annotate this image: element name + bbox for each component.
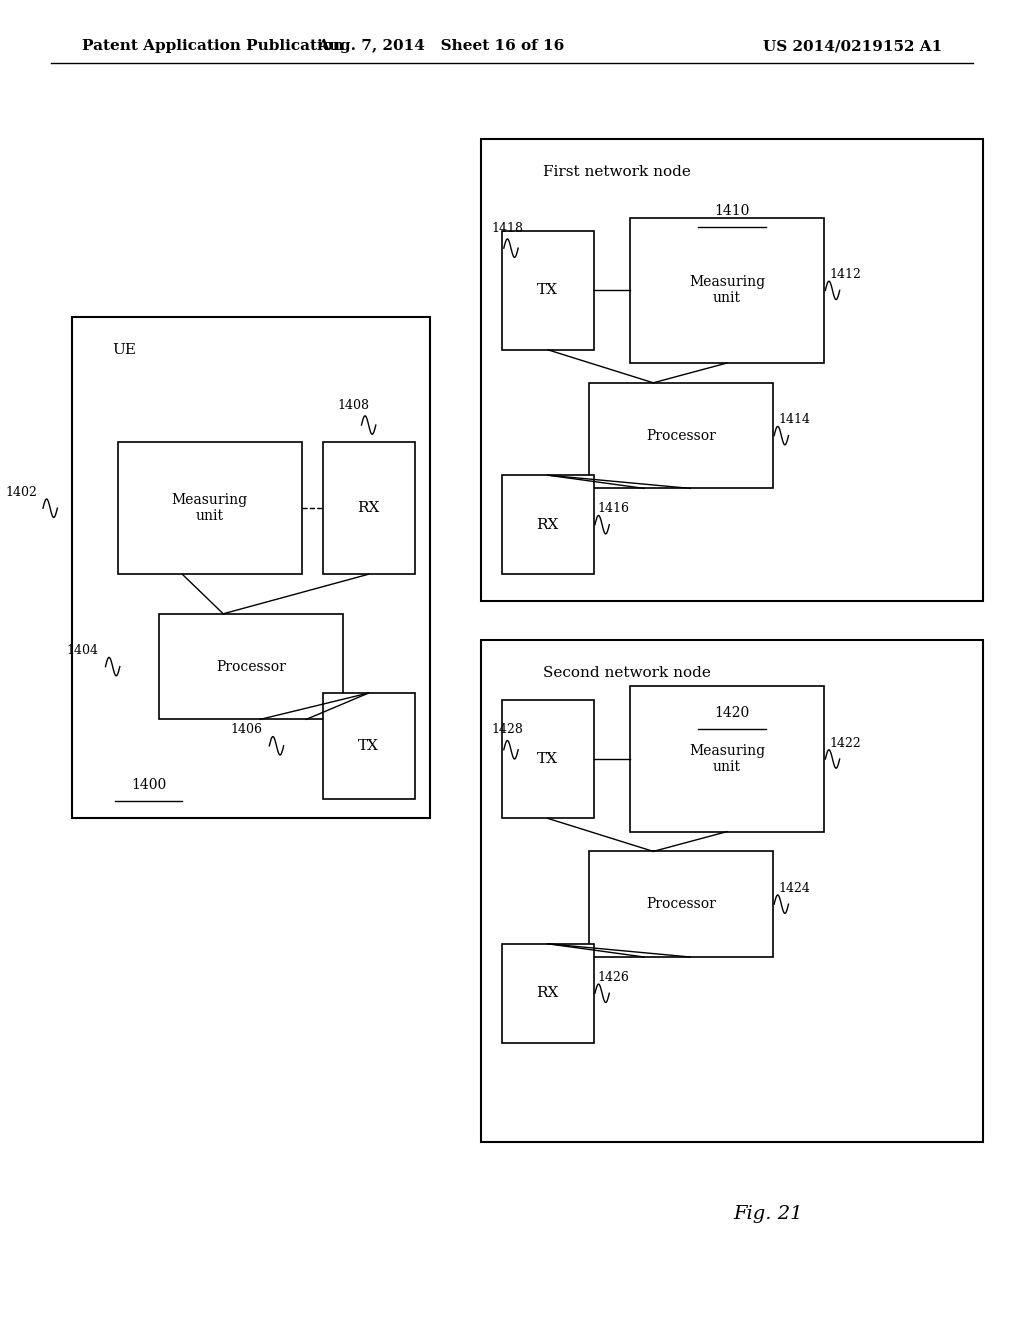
Text: 1424: 1424 <box>778 882 810 895</box>
Text: 1400: 1400 <box>131 779 166 792</box>
Text: 1414: 1414 <box>778 413 810 426</box>
Text: Processor: Processor <box>646 898 716 911</box>
Text: RX: RX <box>537 986 559 1001</box>
FancyBboxPatch shape <box>502 475 594 574</box>
FancyBboxPatch shape <box>589 851 773 957</box>
FancyBboxPatch shape <box>502 231 594 350</box>
FancyBboxPatch shape <box>481 139 983 601</box>
Text: 1420: 1420 <box>715 706 750 719</box>
Text: 1422: 1422 <box>829 737 861 750</box>
Text: 1428: 1428 <box>492 723 523 737</box>
Text: Measuring
unit: Measuring unit <box>689 276 765 305</box>
Text: TX: TX <box>538 284 558 297</box>
Text: Aug. 7, 2014   Sheet 16 of 16: Aug. 7, 2014 Sheet 16 of 16 <box>316 40 564 53</box>
Text: 1412: 1412 <box>829 268 861 281</box>
Text: 1404: 1404 <box>67 644 98 657</box>
Text: 1406: 1406 <box>230 723 262 737</box>
Text: Fig. 21: Fig. 21 <box>733 1205 803 1224</box>
FancyBboxPatch shape <box>481 640 983 1142</box>
Text: RX: RX <box>357 502 380 515</box>
Text: 1402: 1402 <box>5 486 37 499</box>
FancyBboxPatch shape <box>630 218 824 363</box>
FancyBboxPatch shape <box>589 383 773 488</box>
FancyBboxPatch shape <box>323 693 415 799</box>
FancyBboxPatch shape <box>72 317 430 818</box>
Text: UE: UE <box>113 343 136 356</box>
FancyBboxPatch shape <box>159 614 343 719</box>
FancyBboxPatch shape <box>502 944 594 1043</box>
Text: Measuring
unit: Measuring unit <box>172 494 248 523</box>
Text: Processor: Processor <box>216 660 286 673</box>
FancyBboxPatch shape <box>118 442 302 574</box>
Text: RX: RX <box>537 517 559 532</box>
Text: US 2014/0219152 A1: US 2014/0219152 A1 <box>763 40 942 53</box>
Text: 1426: 1426 <box>597 972 629 983</box>
Text: TX: TX <box>358 739 379 752</box>
Text: 1410: 1410 <box>715 205 750 218</box>
Text: 1408: 1408 <box>338 399 370 412</box>
FancyBboxPatch shape <box>502 700 594 818</box>
FancyBboxPatch shape <box>323 442 415 574</box>
Text: First network node: First network node <box>543 165 690 178</box>
FancyBboxPatch shape <box>630 686 824 832</box>
Text: Patent Application Publication: Patent Application Publication <box>82 40 344 53</box>
Text: Second network node: Second network node <box>543 667 711 680</box>
Text: TX: TX <box>538 752 558 766</box>
Text: 1418: 1418 <box>492 222 523 235</box>
Text: Processor: Processor <box>646 429 716 442</box>
Text: Measuring
unit: Measuring unit <box>689 744 765 774</box>
Text: 1416: 1416 <box>597 503 629 515</box>
